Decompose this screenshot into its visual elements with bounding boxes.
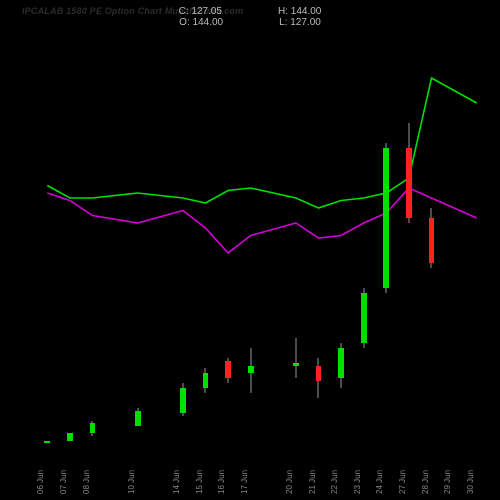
candle-body [44,441,50,444]
candle-body [383,148,389,288]
x-axis-label: 17 Jun [240,470,249,494]
candle [179,48,187,448]
x-axis-labels: 06 Jun 07 Jun 08 Jun 10 Jun 14 Jun 15 Jun 16 J… [36,448,488,494]
candle-body [90,423,96,433]
x-axis-label: 16 Jun [217,470,226,494]
candle-body [135,411,141,426]
candle-body [225,361,231,379]
x-axis-label: 10 Jun [127,470,136,494]
x-axis-label: 29 Jun [443,470,452,494]
candle-body [180,388,186,413]
x-axis-label: 27 Jun [398,470,407,494]
candle [247,48,255,448]
candle [360,48,368,448]
ohlc-panel: C: 127.05 H: 144.00 O: 144.00 L: 127.00 [0,6,500,28]
candle-body [338,348,344,378]
candle [66,48,74,448]
candle-body [248,366,254,374]
open-value: 144.00 [193,17,224,28]
candle-body [361,293,367,343]
candle [43,48,51,448]
x-axis-label: 08 Jun [82,470,91,494]
x-axis-label: 22 Jun [330,470,339,494]
chart-area [36,48,488,448]
x-axis-label: 15 Jun [195,470,204,494]
x-axis-label: 23 Jun [353,470,362,494]
x-axis-label: 20 Jun [285,470,294,494]
candle-body [429,218,435,263]
x-axis-label: 28 Jun [421,470,430,494]
candle-body [67,433,73,441]
candle [134,48,142,448]
candle [202,48,210,448]
candle-body [203,373,209,388]
ohlc-high: H: 144.00 [278,6,321,17]
candle-body [293,363,299,366]
x-axis-label: 21 Jun [308,470,317,494]
candle [224,48,232,448]
candle-wick [295,338,296,378]
candle [89,48,97,448]
candle [405,48,413,448]
candle-body [316,366,322,381]
candle-body [406,148,412,218]
high-value: 144.00 [291,6,322,17]
overlay-lines [36,48,488,448]
candle [292,48,300,448]
low-value: 127.00 [290,17,321,28]
x-axis-label: 06 Jun [36,470,45,494]
candle [382,48,390,448]
ohlc-open: O: 144.00 [179,17,223,28]
ohlc-low: L: 127.00 [279,17,321,28]
x-axis-label: 14 Jun [172,470,181,494]
close-value: 127.05 [191,6,222,17]
ohlc-close: C: 127.05 [179,6,222,17]
candle [337,48,345,448]
x-axis-label: 24 Jun [375,470,384,494]
x-axis-label: 07 Jun [59,470,68,494]
candle [428,48,436,448]
candle [315,48,323,448]
x-axis-label: 30 Jun [466,470,475,494]
